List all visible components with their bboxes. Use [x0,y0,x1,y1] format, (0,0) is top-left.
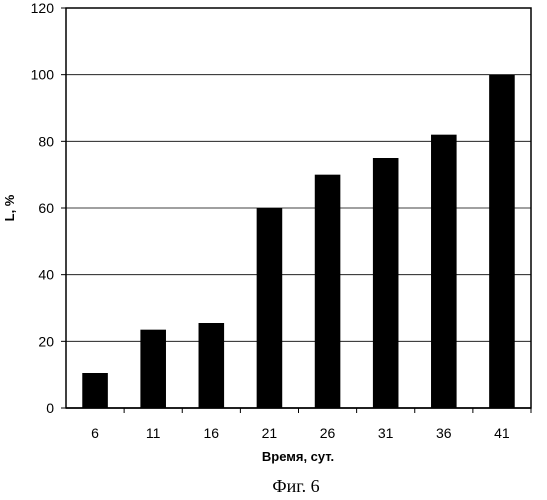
x-tick-label: 31 [378,425,394,441]
y-tick-label: 120 [31,0,55,16]
y-tick-label: 100 [31,67,55,83]
bar-41 [489,75,515,408]
y-tick-label: 60 [38,200,54,216]
x-tick-label: 36 [436,425,452,441]
y-tick-labels: 0 20 40 60 80 100 120 [31,0,66,416]
x-tick-label: 16 [204,425,220,441]
x-tick-label: 26 [320,425,336,441]
y-axis-title: L, % [2,194,17,221]
y-tick-label: 40 [38,267,54,283]
x-tick-labels: 6 11 16 21 26 31 36 41 [91,408,531,441]
bar-31 [373,158,399,408]
bar-21 [257,208,283,408]
y-tick-label: 80 [38,133,54,149]
y-tick-label: 0 [46,400,54,416]
bar-6 [82,373,108,408]
bars [82,75,514,408]
bar-36 [431,135,457,408]
x-tick-label: 21 [262,425,278,441]
figure-caption: Фиг. 6 [272,476,319,496]
bar-11 [140,330,166,408]
grid-lines [66,75,531,342]
x-axis-title: Время, сут. [262,449,334,464]
y-tick-label: 20 [38,333,54,349]
x-tick-label: 6 [91,425,99,441]
bar-26 [315,175,341,408]
x-tick-label: 41 [494,425,510,441]
bar-16 [199,323,225,408]
x-tick-label: 11 [146,425,161,441]
